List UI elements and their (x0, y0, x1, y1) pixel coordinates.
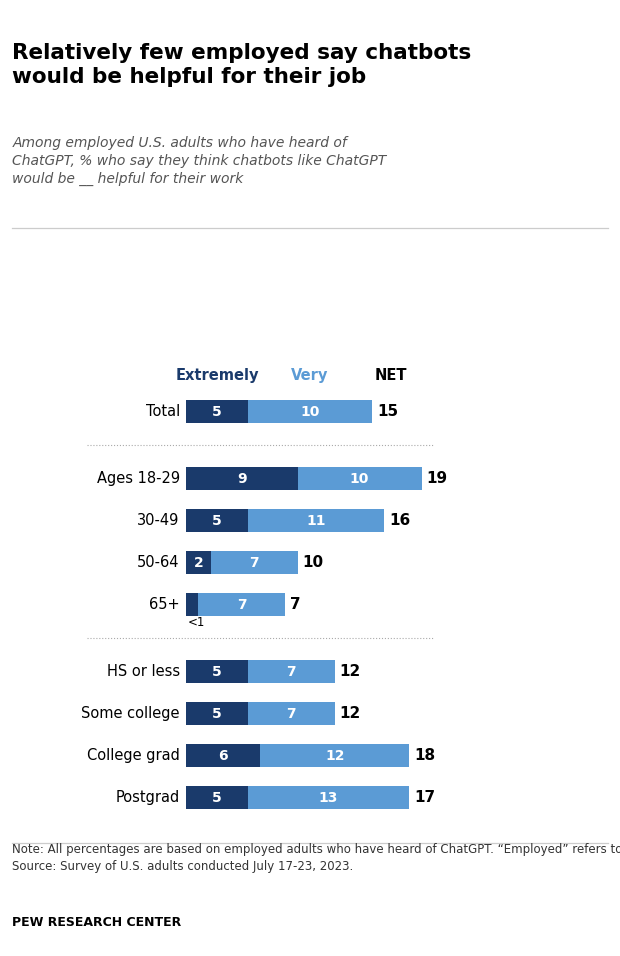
Text: Very: Very (291, 368, 329, 383)
Bar (260, 744, 409, 767)
Text: 50-64: 50-64 (137, 555, 180, 570)
Bar (186, 510, 248, 532)
Text: 7: 7 (249, 555, 259, 570)
Text: 6: 6 (218, 749, 228, 763)
Text: 18: 18 (414, 749, 435, 763)
Text: <1: <1 (188, 616, 205, 629)
Text: 5: 5 (212, 664, 222, 679)
Text: 10: 10 (303, 555, 324, 570)
Bar (248, 661, 335, 684)
Text: 17: 17 (414, 790, 435, 805)
Text: Ages 18-29: Ages 18-29 (97, 471, 180, 487)
Text: Among employed U.S. adults who have heard of
ChatGPT, % who say they think chatb: Among employed U.S. adults who have hear… (12, 136, 387, 185)
Bar (186, 786, 248, 809)
Text: 7: 7 (290, 598, 301, 612)
Text: 12: 12 (340, 664, 361, 680)
Text: 5: 5 (212, 791, 222, 805)
Text: PEW RESEARCH CENTER: PEW RESEARCH CENTER (12, 916, 182, 929)
Bar (248, 786, 409, 809)
Bar (186, 467, 298, 490)
Text: Postgrad: Postgrad (115, 790, 180, 805)
Bar (248, 510, 384, 532)
Text: 12: 12 (325, 749, 345, 763)
Text: 11: 11 (306, 513, 326, 528)
Text: 9: 9 (237, 472, 247, 486)
Text: HS or less: HS or less (107, 664, 180, 680)
Text: College grad: College grad (87, 749, 180, 763)
Text: Some college: Some college (81, 706, 180, 721)
Bar (186, 593, 198, 617)
Text: 16: 16 (389, 513, 410, 529)
Bar (186, 401, 248, 424)
Bar (248, 702, 335, 726)
Text: 5: 5 (212, 513, 222, 528)
Text: Total: Total (146, 404, 180, 420)
Bar (186, 744, 260, 767)
Text: 7: 7 (237, 598, 247, 612)
Text: 30-49: 30-49 (138, 513, 180, 529)
Bar (198, 593, 285, 617)
Text: 10: 10 (300, 404, 320, 419)
Text: 2: 2 (193, 555, 203, 570)
Text: NET: NET (374, 368, 407, 383)
Text: 7: 7 (286, 706, 296, 721)
Bar (211, 552, 298, 575)
Text: Note: All percentages are based on employed adults who have heard of ChatGPT. “E: Note: All percentages are based on emplo… (12, 843, 620, 873)
Text: 65+: 65+ (149, 598, 180, 612)
Text: 5: 5 (212, 706, 222, 721)
Text: 12: 12 (340, 706, 361, 721)
Text: 5: 5 (212, 404, 222, 419)
Bar (298, 467, 422, 490)
Text: Extremely: Extremely (175, 368, 259, 383)
Text: 19: 19 (427, 471, 448, 487)
Text: Relatively few employed say chatbots
would be helpful for their job: Relatively few employed say chatbots wou… (12, 43, 472, 87)
Bar (248, 401, 372, 424)
Text: 10: 10 (350, 472, 370, 486)
Text: 13: 13 (319, 791, 339, 805)
Text: 15: 15 (377, 404, 398, 420)
Bar (186, 552, 211, 575)
Text: 7: 7 (286, 664, 296, 679)
Bar (186, 661, 248, 684)
Bar (186, 702, 248, 726)
